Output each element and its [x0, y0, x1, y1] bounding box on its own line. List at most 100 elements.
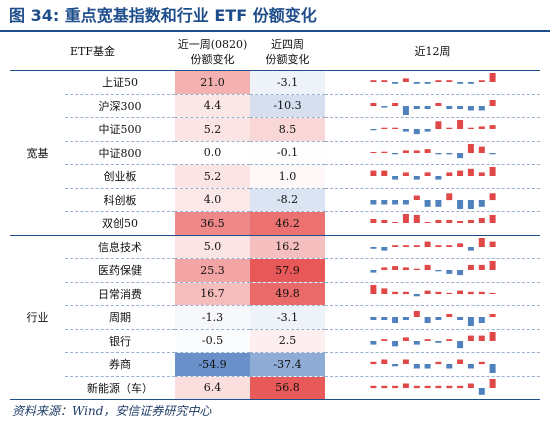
sparkline-bar: [402, 129, 409, 132]
group-label: 行业: [10, 235, 65, 400]
sparkline-chart: [369, 284, 496, 297]
sparkline-bar: [391, 244, 398, 247]
sparkline-bar: [424, 317, 431, 324]
title-rule: [0, 30, 550, 32]
sparkline-bar: [456, 317, 463, 321]
sparkline-bar: [391, 291, 398, 294]
sparkline-bar: [445, 364, 452, 369]
sparkline-bar: [467, 143, 474, 153]
table-row: 新能源（车） 6.4 56.8: [10, 376, 540, 400]
sparkline-bar: [489, 241, 496, 247]
sparkline-bar: [456, 385, 463, 388]
week-change-cell: 4.0: [175, 188, 250, 212]
sparkline-bar: [478, 199, 485, 207]
sparkline-bar: [489, 378, 496, 388]
sparkline-bar: [467, 82, 474, 85]
sparkline-bar: [456, 152, 463, 158]
week-change-cell: 0.0: [175, 141, 250, 165]
sparkline-bar: [424, 290, 431, 294]
sparkline-bar: [489, 215, 496, 224]
etf-name: 医药保健: [65, 258, 175, 283]
sparkline-chart: [369, 237, 496, 251]
sparkline-bar: [391, 176, 398, 180]
sparkline-bar: [402, 267, 409, 271]
etf-name: 新能源（车）: [65, 376, 175, 400]
sparkline-bar: [489, 193, 496, 200]
sparkline-bar: [434, 121, 441, 130]
four-week-change-cell: 46.2: [250, 211, 325, 236]
sparkline-chart: [369, 99, 496, 115]
week-change-cell: 25.3: [175, 258, 250, 283]
sparkline-bar: [478, 80, 485, 83]
sparkline-bar: [391, 102, 398, 106]
sparkline-cell: [325, 258, 540, 283]
sparkline-bar: [369, 340, 376, 345]
four-week-change-cell: 56.8: [250, 376, 325, 400]
sparkline-bar: [467, 364, 474, 369]
four-week-change-cell: 16.2: [250, 235, 325, 259]
sparkline-bar: [369, 284, 376, 294]
sparkline-bar: [402, 78, 409, 83]
sparkline-bar: [369, 102, 376, 106]
sparkline-bar: [478, 362, 485, 365]
sparkline-bar: [456, 199, 463, 209]
sparkline-bar: [424, 199, 431, 207]
table-row: 科创板 4.0 -8.2: [10, 188, 540, 212]
sparkline-bar: [478, 126, 485, 130]
sparkline-cell: [325, 117, 540, 142]
sparkline-cell: [325, 141, 540, 165]
sparkline-bar: [413, 364, 420, 369]
sparkline-bar: [424, 148, 431, 153]
group-label: 宽基: [10, 70, 65, 236]
sparkline-bar: [380, 267, 387, 271]
figure-title: 图 34: 重点宽基指数和行业 ETF 份额变化: [9, 6, 317, 25]
sparkline-bar: [424, 241, 431, 247]
sparkline-bar: [434, 220, 441, 224]
sparkline-bar: [369, 317, 376, 321]
sparkline-bar: [456, 359, 463, 365]
sparkline-bar: [424, 364, 431, 369]
sparkline-bar: [391, 266, 398, 271]
sparkline-bar: [413, 244, 420, 247]
sparkline-bar: [391, 385, 398, 388]
sparkline-bar: [445, 385, 452, 388]
sparkline-bar: [445, 244, 452, 247]
week-change-cell: 4.4: [175, 94, 250, 118]
sparkline-bar: [424, 172, 431, 177]
sparkline-bar: [445, 270, 452, 275]
sparkline-bar: [489, 73, 496, 83]
etf-name: 创业板: [65, 164, 175, 189]
sparkline-bar: [391, 317, 398, 324]
sparkline-chart: [369, 193, 496, 209]
table-row: 医药保健 25.3 57.9: [10, 258, 540, 283]
sparkline-bar: [380, 199, 387, 205]
sparkline-bar: [380, 246, 387, 251]
sparkline-cell: [325, 305, 540, 330]
sparkline-bar: [434, 152, 441, 155]
sparkline-bar: [445, 292, 452, 294]
sparkline-bar: [413, 176, 420, 180]
table-row: 周期 -1.3 -3.1: [10, 305, 540, 330]
sparkline-bar: [413, 385, 420, 388]
sparkline-chart: [369, 120, 496, 135]
sparkline-bar: [456, 105, 463, 109]
table-row: 行业 信息技术 5.0 16.2: [10, 235, 540, 400]
sparkline-bar: [424, 129, 431, 132]
header-4week-line1: 近四周: [271, 37, 304, 51]
sparkline-bar: [489, 261, 496, 271]
sparkline-bar: [391, 127, 398, 130]
sparkline-bar: [434, 362, 441, 365]
sparkline-chart: [369, 331, 496, 348]
sparkline-bar: [424, 82, 431, 85]
sparkline-bar: [445, 338, 452, 341]
sparkline-bar: [402, 172, 409, 177]
sparkline-bar: [467, 317, 474, 327]
etf-name: 中证500: [65, 117, 175, 142]
four-week-change-cell: 2.5: [250, 329, 325, 353]
sparkline-bar: [434, 199, 441, 207]
sparkline-bar: [456, 170, 463, 177]
sparkline-bar: [445, 105, 452, 109]
header-week-change: 近一周(0820) 份额变化: [175, 33, 250, 71]
sparkline-bar: [369, 129, 376, 131]
sparkline-bar: [380, 359, 387, 365]
